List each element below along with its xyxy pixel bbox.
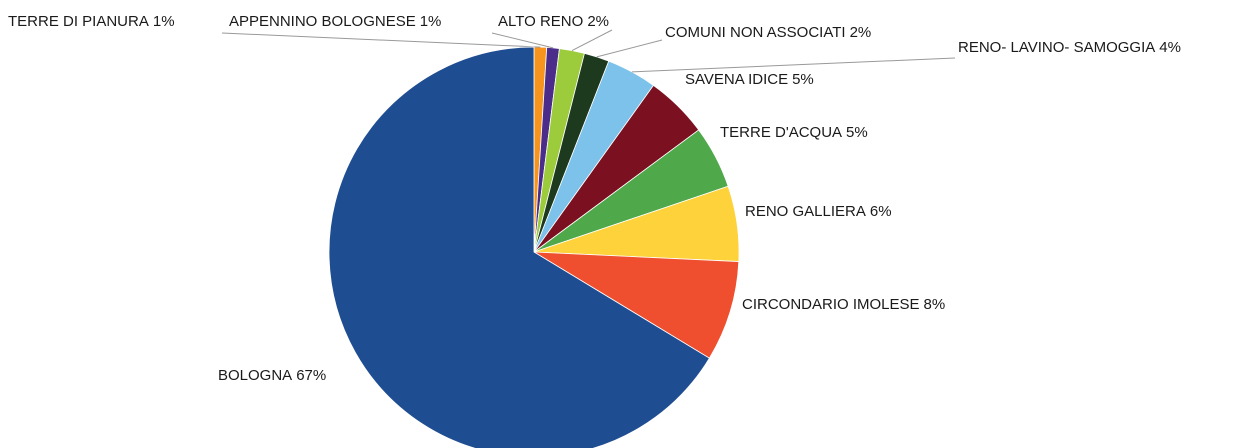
slice-name: TERRE D'ACQUA	[720, 124, 842, 141]
leader-line	[221, 32, 541, 48]
pie-slice	[533, 251, 740, 359]
leader-line	[571, 29, 613, 52]
slice-label: APPENNINO BOLOGNESE 1%	[229, 13, 441, 30]
slice-value-label: 6%	[870, 203, 892, 220]
slice-value-label: 1%	[153, 13, 175, 30]
slice-value-label: 2%	[850, 24, 872, 41]
slice-name: RENO GALLIERA	[745, 203, 866, 220]
slice-label: RENO GALLIERA 6%	[745, 203, 892, 220]
slice-name: BOLOGNA	[218, 367, 292, 384]
slice-value-label: 4%	[1159, 39, 1181, 56]
slice-value-label: 1%	[420, 13, 442, 30]
slice-value-label: 2%	[587, 13, 609, 30]
leader-line	[491, 32, 554, 49]
slice-value-label: 8%	[924, 296, 946, 313]
slice-label: RENO- LAVINO- SAMOGGIA 4%	[958, 39, 1181, 56]
pie-slice	[328, 46, 710, 448]
slice-label: CIRCONDARIO IMOLESE 8%	[742, 296, 945, 313]
slice-label: TERRE DI PIANURA 1%	[8, 13, 175, 30]
slice-name: SAVENA IDICE	[685, 71, 788, 88]
slice-label: COMUNI NON ASSOCIATI 2%	[665, 24, 871, 41]
leader-line	[596, 39, 663, 58]
slice-label: SAVENA IDICE 5%	[685, 71, 814, 88]
slice-label: ALTO RENO 2%	[498, 13, 609, 30]
slice-name: CIRCONDARIO IMOLESE	[742, 296, 920, 313]
slice-value-label: 5%	[792, 71, 814, 88]
slice-name: APPENNINO BOLOGNESE	[229, 13, 416, 30]
slice-name: COMUNI NON ASSOCIATI	[665, 24, 846, 41]
slice-name: ALTO RENO	[498, 13, 583, 30]
slice-name: TERRE DI PIANURA	[8, 13, 149, 30]
slice-name: RENO- LAVINO- SAMOGGIA	[958, 39, 1155, 56]
slice-label: BOLOGNA 67%	[218, 367, 326, 384]
leader-line	[631, 57, 956, 73]
slice-value-label: 67%	[296, 367, 326, 384]
slice-label: TERRE D'ACQUA 5%	[720, 124, 868, 141]
slice-value-label: 5%	[846, 124, 868, 141]
